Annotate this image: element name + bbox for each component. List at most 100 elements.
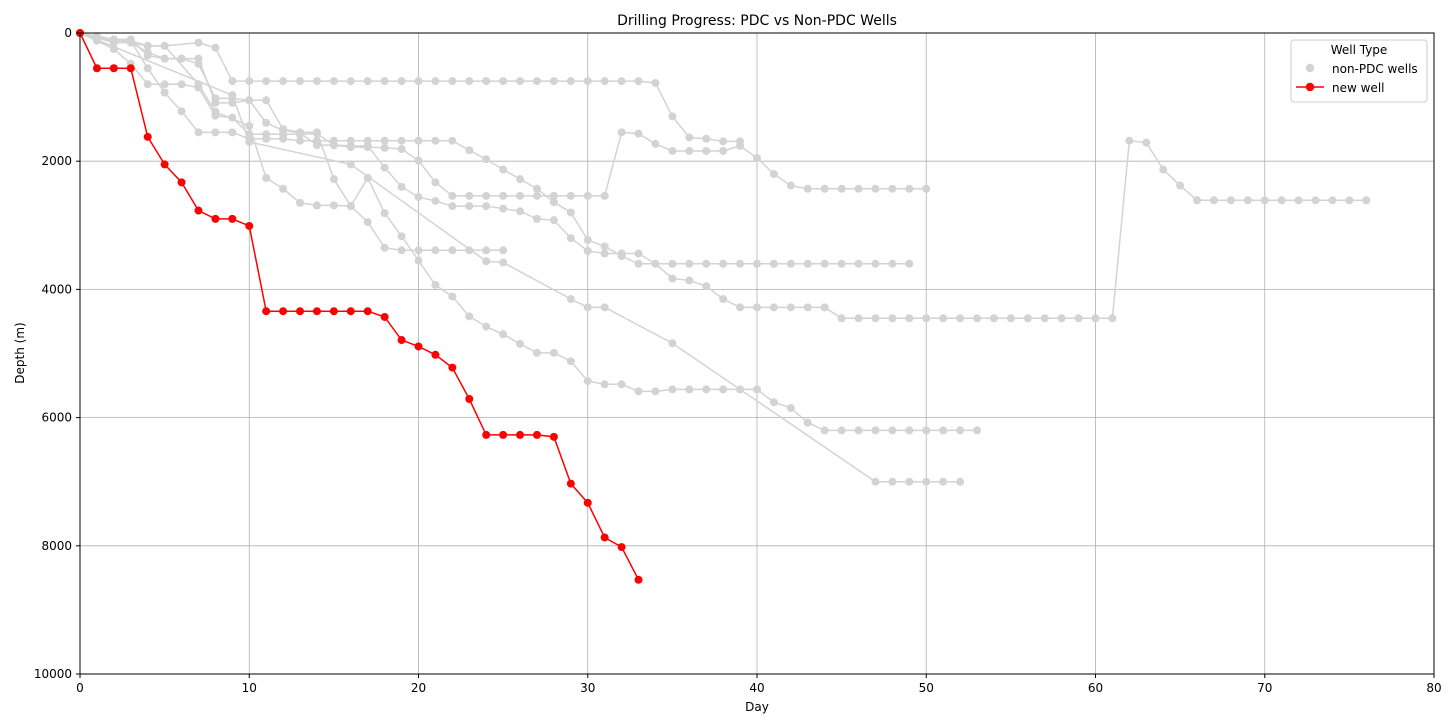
- non-pdc-well-point: [516, 207, 525, 216]
- non-pdc-well-point: [482, 202, 491, 211]
- non-pdc-well-point: [922, 184, 931, 193]
- non-pdc-well-point: [617, 252, 626, 261]
- non-pdc-well-point: [143, 80, 152, 89]
- non-pdc-well-point: [719, 385, 728, 394]
- non-pdc-well-point: [363, 218, 372, 227]
- y-axis: 0 2000 4000 6000 8000 10000: [34, 26, 80, 681]
- non-pdc-well-point: [905, 426, 914, 435]
- non-pdc-well-point: [482, 77, 491, 86]
- non-pdc-well-point: [888, 426, 897, 435]
- non-pdc-well-point: [583, 77, 592, 86]
- non-pdc-well-point: [346, 77, 355, 86]
- non-pdc-well-point: [211, 94, 220, 103]
- y-tick-label: 10000: [34, 667, 72, 681]
- non-pdc-well-point: [634, 249, 643, 258]
- non-pdc-well-point: [211, 107, 220, 116]
- non-pdc-series-group: [76, 29, 1371, 486]
- non-pdc-well-point: [769, 259, 778, 268]
- non-pdc-well-point: [346, 160, 355, 169]
- non-pdc-well-point: [583, 303, 592, 312]
- y-tick-label: 8000: [41, 539, 72, 553]
- non-pdc-well-line: [79, 32, 961, 483]
- non-pdc-well-point: [482, 155, 491, 164]
- non-pdc-well-point: [414, 246, 423, 255]
- non-pdc-well-point: [482, 191, 491, 200]
- non-pdc-well-point: [600, 380, 609, 389]
- new-well-point: [566, 479, 575, 488]
- x-tick-label: 30: [580, 681, 595, 695]
- new-well-point: [414, 342, 423, 351]
- non-pdc-well-point: [448, 246, 457, 255]
- new-well-point: [194, 206, 203, 215]
- non-pdc-well-point: [939, 314, 948, 323]
- non-pdc-well-point: [160, 88, 169, 97]
- non-pdc-well-point: [532, 184, 541, 193]
- non-pdc-well-point: [414, 256, 423, 265]
- non-pdc-well-point: [922, 314, 931, 323]
- new-well-point: [177, 178, 186, 187]
- non-pdc-well-point: [702, 146, 711, 155]
- non-pdc-well-point: [499, 77, 508, 86]
- non-pdc-well-point: [516, 175, 525, 184]
- non-pdc-well-point: [837, 259, 846, 268]
- non-pdc-well-point: [769, 170, 778, 179]
- x-tick-label: 40: [749, 681, 764, 695]
- non-pdc-well-point: [312, 201, 321, 210]
- non-pdc-well-point: [769, 398, 778, 407]
- non-pdc-well-point: [685, 385, 694, 394]
- non-pdc-well-point: [465, 202, 474, 211]
- new-well-point: [109, 64, 118, 73]
- non-pdc-well-point: [532, 348, 541, 357]
- non-pdc-well-point: [262, 134, 271, 143]
- y-tick-label: 2000: [41, 154, 72, 168]
- non-pdc-well-point: [482, 257, 491, 266]
- non-pdc-well-point: [905, 259, 914, 268]
- non-pdc-well-point: [262, 173, 271, 182]
- non-pdc-well-point: [448, 191, 457, 200]
- non-pdc-well-point: [431, 136, 440, 145]
- non-pdc-well-point: [837, 426, 846, 435]
- non-pdc-well-point: [583, 236, 592, 245]
- new-well-point: [634, 575, 643, 584]
- non-pdc-well-point: [871, 314, 880, 323]
- non-pdc-well-point: [888, 314, 897, 323]
- new-well-point: [346, 307, 355, 316]
- new-well-point: [532, 430, 541, 439]
- non-pdc-well-point: [736, 303, 745, 312]
- non-pdc-well-point: [465, 191, 474, 200]
- non-pdc-well-point: [634, 77, 643, 86]
- non-pdc-well-point: [685, 146, 694, 155]
- x-axis: 0 10 20 30 40 50 60 70 80: [76, 674, 1442, 695]
- non-pdc-well-point: [753, 153, 761, 162]
- non-pdc-well-point: [1294, 196, 1303, 205]
- non-pdc-well-point: [651, 78, 660, 87]
- non-pdc-well-point: [803, 259, 812, 268]
- new-well-point: [312, 307, 321, 316]
- non-pdc-well-point: [262, 118, 271, 127]
- non-pdc-well-point: [262, 77, 271, 86]
- new-well-point: [262, 307, 271, 316]
- non-pdc-well-point: [414, 77, 423, 86]
- non-pdc-well-point: [1108, 314, 1117, 323]
- non-pdc-well-point: [685, 133, 694, 142]
- legend-title: Well Type: [1331, 43, 1388, 57]
- non-pdc-well-point: [516, 77, 525, 86]
- non-pdc-well-point: [228, 91, 237, 100]
- new-well-point: [499, 430, 508, 439]
- non-pdc-well-point: [888, 184, 897, 193]
- non-pdc-well-point: [160, 41, 169, 50]
- non-pdc-well-point: [329, 77, 338, 86]
- non-pdc-well-point: [634, 259, 643, 268]
- non-pdc-well-point: [668, 146, 677, 155]
- non-pdc-well-point: [566, 357, 575, 366]
- non-pdc-well-point: [312, 77, 321, 86]
- non-pdc-well-point: [1362, 196, 1371, 205]
- non-pdc-well-point: [482, 322, 491, 331]
- non-pdc-well-point: [532, 77, 541, 86]
- non-pdc-well-point: [296, 77, 305, 86]
- legend-label-new-well: new well: [1332, 81, 1384, 95]
- non-pdc-well-point: [380, 136, 389, 145]
- non-pdc-well-point: [397, 145, 406, 154]
- non-pdc-well-point: [465, 312, 474, 321]
- non-pdc-well-point: [431, 280, 440, 289]
